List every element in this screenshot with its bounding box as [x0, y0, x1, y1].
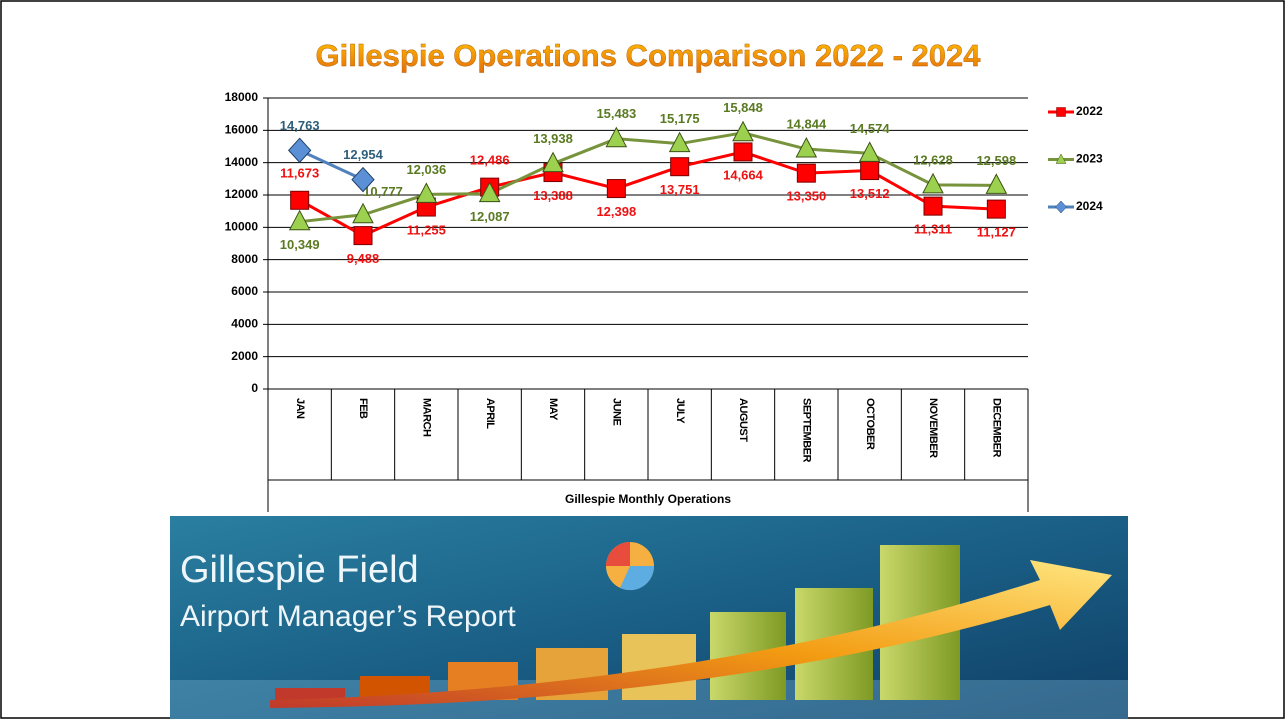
- marker: [985, 173, 1008, 194]
- y-tick-label: 16000: [225, 123, 259, 137]
- banner-title: Gillespie Field: [180, 549, 419, 591]
- data-label: 10,777: [363, 184, 403, 199]
- y-tick-label: 8000: [231, 252, 258, 266]
- marker: [351, 166, 375, 193]
- x-tick-label: JULY: [674, 398, 686, 424]
- y-tick-label: 12000: [225, 187, 259, 201]
- x-tick-label: MARCH: [420, 398, 432, 437]
- y-tick-label: 10000: [225, 220, 259, 234]
- data-label: 15,848: [723, 100, 763, 115]
- data-label: 13,388: [533, 188, 573, 203]
- data-label: 9,488: [347, 251, 380, 266]
- chart-title: Gillespie Operations Comparison 2022 - 2…: [315, 38, 981, 73]
- data-label: 14,574: [850, 121, 891, 136]
- series-line: [299, 131, 997, 224]
- marker: [858, 141, 881, 162]
- x-tick-label: MAY: [547, 398, 559, 421]
- data-label: 12,598: [976, 153, 1016, 168]
- marker: [605, 126, 628, 148]
- marker: [287, 137, 312, 164]
- marker: [288, 209, 311, 231]
- marker: [860, 161, 880, 181]
- series-line: [299, 148, 364, 181]
- x-tick-label: SEPTEMBER: [800, 398, 812, 463]
- x-tick-label: FEB: [357, 398, 369, 419]
- banner-pie-slice: [606, 542, 630, 566]
- y-tick-label: 18000: [225, 90, 259, 104]
- x-tick-label: JUNE: [610, 398, 622, 426]
- banner-pie-slice: [620, 566, 655, 591]
- data-label: 12,954: [343, 147, 384, 162]
- data-label: 11,673: [280, 166, 319, 181]
- marker: [352, 202, 374, 224]
- marker: [670, 157, 690, 177]
- y-tick-label: 4000: [231, 317, 258, 331]
- marker: [795, 136, 818, 158]
- data-label: 15,483: [596, 106, 636, 121]
- data-label: 11,127: [977, 225, 1016, 240]
- marker: [542, 151, 564, 173]
- marker: [353, 226, 373, 246]
- data-label: 11,311: [914, 222, 952, 237]
- data-label: 13,512: [850, 186, 890, 201]
- data-label: 13,350: [786, 189, 826, 204]
- data-label: 12,036: [406, 162, 446, 177]
- legend-marker: [1055, 200, 1067, 214]
- x-tick-label: APRIL: [484, 398, 496, 429]
- y-tick-label: 14000: [225, 155, 259, 169]
- banner-subtitle: Airport Manager’s Report: [180, 600, 516, 633]
- marker: [290, 190, 310, 210]
- marker: [668, 131, 691, 153]
- marker: [606, 179, 626, 199]
- data-label: 15,175: [660, 111, 700, 126]
- marker: [796, 163, 816, 183]
- x-tick-label: NOVEMBER: [927, 398, 939, 458]
- y-tick-label: 6000: [231, 284, 258, 298]
- banner-bar: [275, 688, 345, 700]
- legend-label: 2023: [1076, 152, 1103, 166]
- marker: [733, 142, 753, 162]
- y-tick-label: 0: [251, 381, 258, 395]
- data-label: 14,664: [723, 167, 764, 182]
- x-tick-label: AUGUST: [737, 398, 749, 442]
- legend-marker: [1055, 153, 1067, 164]
- marker: [923, 196, 943, 216]
- data-label: 13,938: [533, 131, 573, 146]
- data-label: 12,087: [470, 209, 510, 224]
- data-label: 14,844: [786, 116, 827, 131]
- marker: [415, 182, 438, 203]
- banner-arrow: [270, 560, 1112, 708]
- x-tick-label: DECEMBER: [990, 398, 1002, 458]
- legend-label: 2024: [1076, 199, 1103, 213]
- marker: [732, 120, 754, 142]
- data-label: 10,349: [280, 237, 320, 252]
- data-label: 12,628: [913, 152, 953, 167]
- banner: Gillespie Field Airport Manager’s Report: [170, 516, 1128, 719]
- y-tick-label: 2000: [231, 349, 258, 363]
- series-line: [298, 150, 997, 238]
- marker: [986, 199, 1006, 219]
- x-axis-label: Gillespie Monthly Operations: [565, 492, 731, 506]
- x-tick-label: OCTOBER: [864, 398, 876, 450]
- x-tick-label: JAN: [294, 398, 306, 419]
- data-label: 12,398: [596, 204, 636, 219]
- data-label: 13,751: [660, 182, 700, 197]
- data-label: 11,255: [407, 222, 446, 237]
- legend-label: 2022: [1076, 104, 1103, 118]
- data-label: 12,486: [470, 153, 510, 168]
- marker: [922, 172, 944, 194]
- marker: [478, 181, 501, 203]
- data-label: 14,763: [280, 118, 320, 133]
- legend-marker: [1056, 107, 1066, 117]
